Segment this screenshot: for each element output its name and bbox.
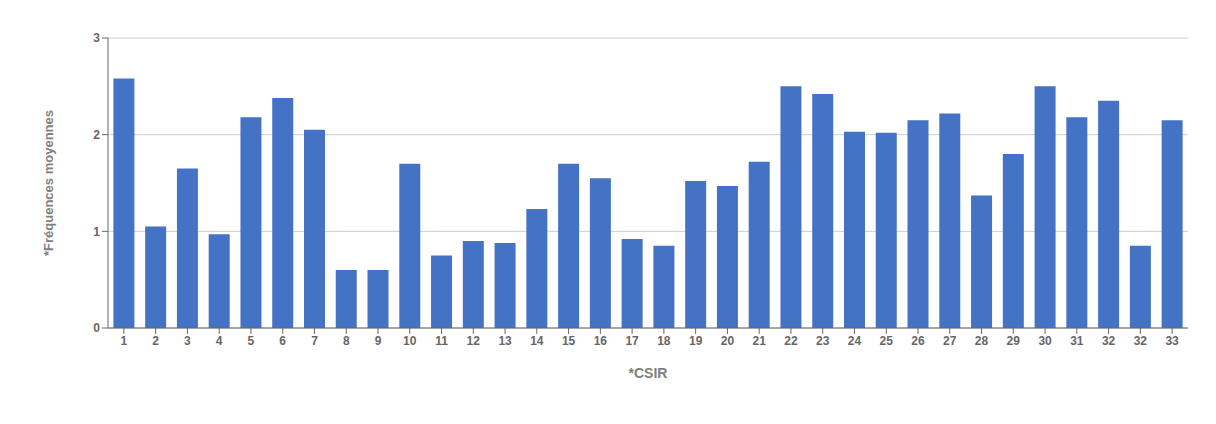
svg-text:1: 1 — [121, 334, 128, 348]
svg-text:17: 17 — [625, 334, 639, 348]
svg-text:21: 21 — [752, 334, 766, 348]
svg-text:9: 9 — [375, 334, 382, 348]
svg-text:0: 0 — [93, 321, 100, 335]
svg-text:8: 8 — [343, 334, 350, 348]
svg-text:3: 3 — [184, 334, 191, 348]
svg-text:2: 2 — [93, 128, 100, 142]
svg-text:7: 7 — [311, 334, 318, 348]
svg-text:15: 15 — [562, 334, 576, 348]
svg-text:33: 33 — [1165, 334, 1179, 348]
svg-text:19: 19 — [689, 334, 703, 348]
svg-text:12: 12 — [467, 334, 481, 348]
svg-text:25: 25 — [880, 334, 894, 348]
svg-text:30: 30 — [1038, 334, 1052, 348]
svg-text:31: 31 — [1070, 334, 1084, 348]
svg-text:27: 27 — [943, 334, 957, 348]
svg-text:24: 24 — [848, 334, 862, 348]
svg-text:28: 28 — [975, 334, 989, 348]
svg-text:*CSIR: *CSIR — [629, 365, 668, 381]
svg-text:4: 4 — [216, 334, 223, 348]
svg-text:26: 26 — [911, 334, 925, 348]
svg-text:14: 14 — [530, 334, 544, 348]
svg-text:5: 5 — [248, 334, 255, 348]
svg-text:22: 22 — [784, 334, 798, 348]
svg-text:29: 29 — [1007, 334, 1021, 348]
svg-text:32: 32 — [1134, 334, 1148, 348]
svg-text:10: 10 — [403, 334, 417, 348]
svg-text:23: 23 — [816, 334, 830, 348]
svg-text:1: 1 — [93, 225, 100, 239]
svg-text:20: 20 — [721, 334, 735, 348]
svg-text:16: 16 — [594, 334, 608, 348]
svg-text:*Fréquences moyennes: *Fréquences moyennes — [41, 110, 56, 256]
svg-text:18: 18 — [657, 334, 671, 348]
svg-text:2: 2 — [152, 334, 159, 348]
svg-text:32: 32 — [1102, 334, 1116, 348]
svg-text:11: 11 — [435, 334, 448, 348]
svg-text:3: 3 — [93, 31, 100, 45]
svg-text:6: 6 — [279, 334, 286, 348]
svg-text:13: 13 — [498, 334, 512, 348]
